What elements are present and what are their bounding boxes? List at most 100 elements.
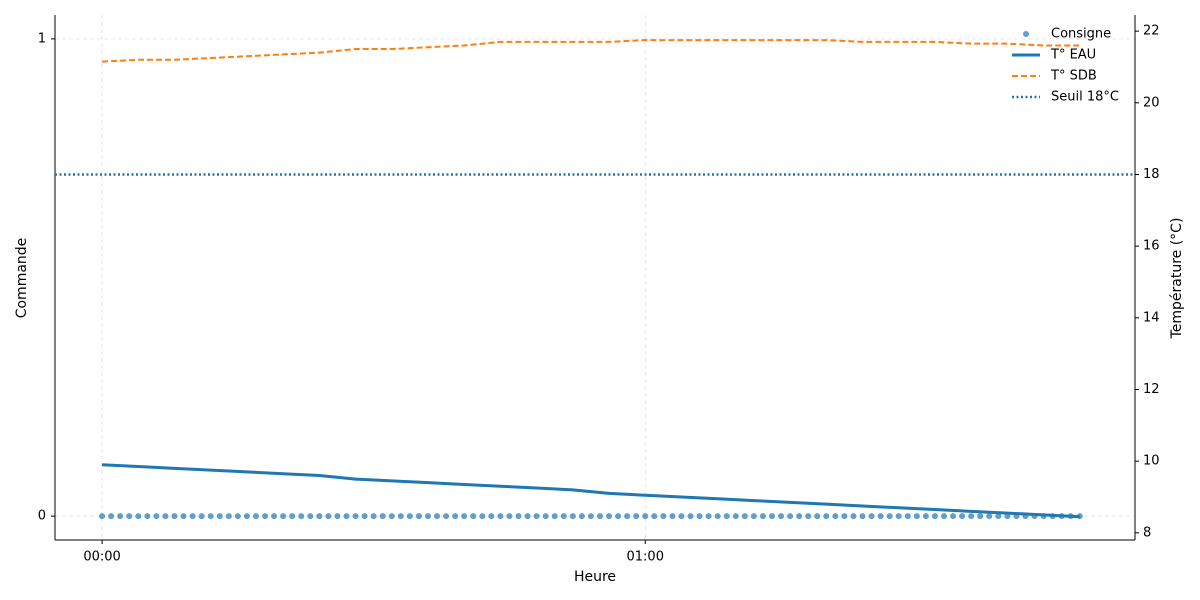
- data-point: [479, 513, 486, 520]
- data-point: [189, 513, 196, 520]
- y2-tick-label: 16: [1143, 239, 1160, 254]
- data-point: [669, 513, 676, 520]
- data-point: [578, 513, 585, 520]
- data-point: [968, 513, 975, 520]
- data-point: [759, 513, 766, 520]
- data-point: [913, 513, 920, 520]
- data-point: [415, 513, 422, 520]
- data-point: [99, 513, 106, 520]
- data-point: [406, 513, 413, 520]
- data-point: [895, 513, 902, 520]
- data-point: [289, 513, 296, 520]
- legend-marker: [1023, 31, 1029, 37]
- legend-label: T° SDB: [1050, 69, 1097, 84]
- data-point: [117, 513, 124, 520]
- data-point: [624, 513, 631, 520]
- data-point: [678, 513, 685, 520]
- data-point: [922, 513, 929, 520]
- data-point: [995, 513, 1002, 520]
- data-point: [153, 513, 160, 520]
- data-point: [452, 513, 459, 520]
- data-point: [397, 513, 404, 520]
- x-tick-label: 01:00: [627, 550, 664, 565]
- data-point: [352, 513, 359, 520]
- data-point: [696, 513, 703, 520]
- data-point: [732, 513, 739, 520]
- data-point: [234, 513, 241, 520]
- data-point: [524, 513, 531, 520]
- data-point: [750, 513, 757, 520]
- data-point: [108, 513, 115, 520]
- data-point: [796, 513, 803, 520]
- data-point: [814, 513, 821, 520]
- data-point: [488, 513, 495, 520]
- data-point: [542, 513, 549, 520]
- data-point: [207, 513, 214, 520]
- data-point: [768, 513, 775, 520]
- data-point: [705, 513, 712, 520]
- data-point: [243, 513, 250, 520]
- y-tick-label: 0: [38, 509, 46, 524]
- data-point: [171, 513, 178, 520]
- data-point: [959, 513, 966, 520]
- data-point: [931, 513, 938, 520]
- data-point: [850, 513, 857, 520]
- data-point: [805, 513, 812, 520]
- data-line: [102, 463, 1080, 519]
- data-point: [343, 513, 350, 520]
- x-tick-label: 00:00: [83, 550, 120, 565]
- data-point: [298, 513, 305, 520]
- data-point: [569, 513, 576, 520]
- data-point: [832, 513, 839, 520]
- data-point: [271, 513, 278, 520]
- y2-tick-label: 14: [1143, 310, 1160, 325]
- data-point: [307, 513, 314, 520]
- data-point: [551, 513, 558, 520]
- y2-tick-label: 18: [1143, 167, 1160, 182]
- x-axis-label: Heure: [574, 569, 616, 585]
- y2-tick-label: 20: [1143, 95, 1160, 110]
- data-point: [252, 513, 259, 520]
- data-point: [778, 513, 785, 520]
- data-point: [560, 513, 567, 520]
- data-point: [280, 513, 287, 520]
- legend-label: Seuil 18°C: [1051, 90, 1119, 105]
- data-point: [877, 513, 884, 520]
- data-point: [940, 513, 947, 520]
- data-point: [587, 513, 594, 520]
- data-point: [144, 513, 151, 520]
- data-point: [977, 513, 984, 520]
- data-point: [325, 513, 332, 520]
- y-tick-label: 1: [38, 31, 46, 46]
- y2-axis-label: Température (°C): [1169, 218, 1185, 340]
- data-point: [633, 513, 640, 520]
- data-point: [370, 513, 377, 520]
- y2-tick-label: 12: [1143, 382, 1160, 397]
- data-point: [180, 513, 187, 520]
- data-point: [388, 513, 395, 520]
- data-point: [886, 513, 893, 520]
- data-point: [497, 513, 504, 520]
- data-point: [434, 513, 441, 520]
- data-point: [506, 513, 513, 520]
- data-point: [723, 513, 730, 520]
- y2-tick-label: 22: [1143, 24, 1160, 39]
- data-point: [225, 513, 232, 520]
- data-point: [687, 513, 694, 520]
- data-point: [424, 513, 431, 520]
- legend-label: Consigne: [1051, 27, 1111, 42]
- data-point: [651, 513, 658, 520]
- data-point: [615, 513, 622, 520]
- y2-tick-label: 10: [1143, 454, 1160, 469]
- data-line: [102, 39, 1080, 63]
- data-point: [198, 513, 205, 520]
- data-point: [379, 513, 386, 520]
- data-point: [470, 513, 477, 520]
- data-point: [262, 513, 269, 520]
- data-point: [904, 513, 911, 520]
- data-point: [126, 513, 133, 520]
- y-axis-label: Commande: [14, 238, 30, 319]
- data-point: [859, 513, 866, 520]
- data-point: [515, 513, 522, 520]
